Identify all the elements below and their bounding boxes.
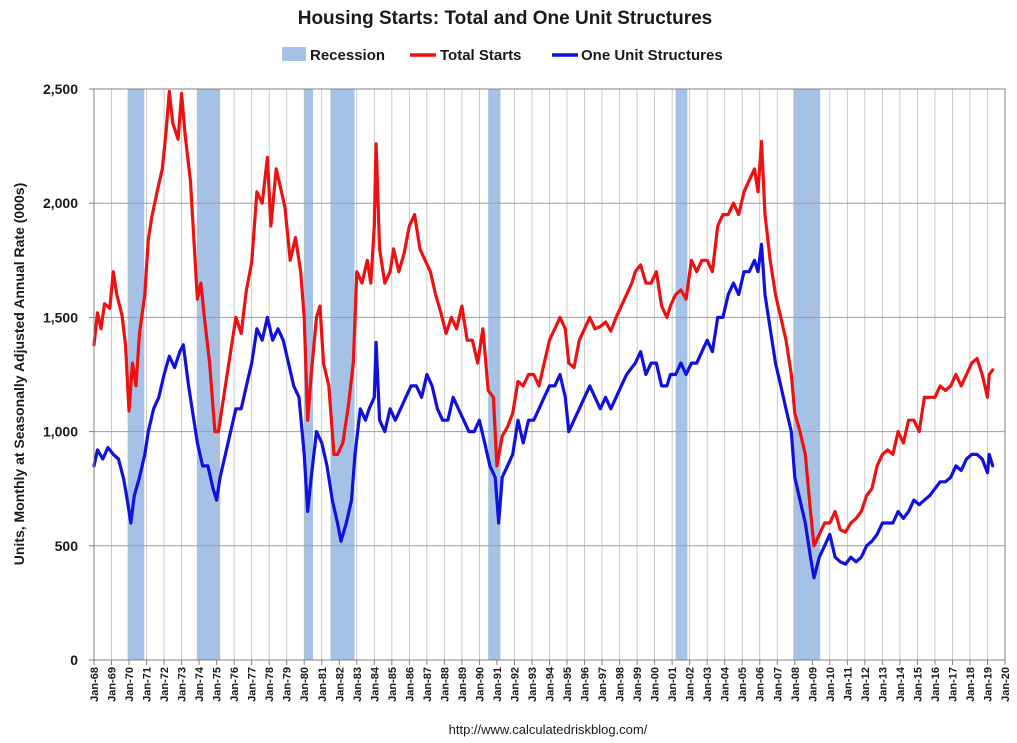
x-tick-label: Jan-93 [527, 667, 539, 702]
x-tick-label: Jan-91 [492, 667, 504, 702]
x-tick-label: Jan-20 [1000, 667, 1012, 702]
x-tick-label: Jan-08 [790, 667, 802, 702]
x-tick-label: Jan-07 [772, 667, 784, 702]
x-tick-label: Jan-87 [422, 667, 434, 702]
legend-recession-swatch [282, 47, 306, 61]
legend-recession-label: Recession [310, 47, 385, 64]
x-tick-label: Jan-79 [282, 667, 294, 702]
y-tick-label: 2,000 [43, 195, 78, 211]
x-tick-label: Jan-00 [650, 667, 662, 702]
x-tick-label: Jan-89 [457, 667, 469, 702]
recession-band [196, 89, 221, 660]
x-tick-label: Jan-75 [212, 667, 224, 702]
x-tick-label: Jan-98 [615, 667, 627, 702]
x-tick-label: Jan-80 [299, 667, 311, 702]
source-credit: http://www.calculatedriskblog.com/ [449, 722, 648, 737]
x-tick-label: Jan-90 [474, 667, 486, 702]
x-tick-label: Jan-76 [229, 667, 241, 702]
x-tick-label: Jan-01 [667, 667, 679, 702]
x-tick-label: Jan-97 [597, 667, 609, 702]
x-tick-label: Jan-12 [860, 667, 872, 702]
x-tick-label: Jan-15 [912, 667, 924, 702]
x-tick-label: Jan-68 [89, 667, 101, 702]
x-tick-label: Jan-09 [807, 667, 819, 702]
x-tick-label: Jan-81 [317, 667, 329, 702]
y-axis-label: Units, Monthly at Seasonally Adjusted An… [11, 183, 27, 565]
x-tick-label: Jan-19 [983, 667, 995, 702]
x-tick-label: Jan-03 [702, 667, 714, 702]
x-axis-ticks: Jan-68 Jan-69 Jan-70 Jan-71 Jan-72 Jan-73 Jan-… [89, 660, 1012, 702]
y-tick-label: 500 [55, 538, 79, 554]
x-tick-label: Jan-83 [352, 667, 364, 702]
recession-band [675, 89, 688, 660]
y-tick-label: 0 [70, 652, 78, 668]
x-tick-label: Jan-13 [877, 667, 889, 702]
x-tick-label: Jan-73 [177, 667, 189, 702]
x-tick-label: Jan-85 [387, 667, 399, 702]
x-tick-label: Jan-99 [632, 667, 644, 702]
x-tick-label: Jan-04 [720, 666, 732, 702]
x-tick-label: Jan-70 [124, 667, 136, 702]
x-tick-label: Jan-78 [264, 667, 276, 702]
recession-band [304, 89, 313, 660]
x-tick-label: Jan-02 [685, 667, 697, 702]
legend-one-unit-label: One Unit Structures [581, 47, 723, 64]
legend-total-starts-label: Total Starts [440, 47, 521, 64]
legend: Recession Total Starts One Unit Structur… [282, 47, 723, 64]
x-tick-label: Jan-16 [930, 667, 942, 702]
y-axis-ticks: 0 500 1,000 1,500 2,000 2,500 [43, 81, 94, 668]
y-tick-label: 2,500 [43, 81, 78, 97]
x-tick-label: Jan-69 [107, 667, 119, 702]
x-tick-label: Jan-05 [737, 667, 749, 702]
x-tick-label: Jan-74 [194, 666, 206, 702]
x-tick-label: Jan-92 [510, 667, 522, 702]
chart-title: Housing Starts: Total and One Unit Struc… [298, 8, 713, 29]
x-tick-label: Jan-82 [334, 667, 346, 702]
x-tick-label: Jan-10 [825, 667, 837, 702]
series-lines [92, 89, 995, 580]
one-unit-structures-line [92, 242, 995, 580]
x-tick-label: Jan-94 [545, 666, 557, 702]
x-tick-label: Jan-77 [247, 667, 259, 702]
x-tick-label: Jan-11 [842, 667, 854, 701]
x-tick-label: Jan-95 [562, 667, 574, 702]
x-tick-label: Jan-72 [159, 667, 171, 702]
x-tick-label: Jan-86 [404, 667, 416, 702]
x-tick-label: Jan-14 [895, 666, 907, 702]
x-tick-label: Jan-17 [947, 667, 959, 702]
x-tick-label: Jan-88 [439, 667, 451, 702]
x-tick-label: Jan-96 [580, 667, 592, 702]
x-tick-label: Jan-71 [142, 667, 154, 702]
recession-band [488, 89, 501, 660]
x-tick-label: Jan-18 [965, 667, 977, 702]
x-tick-label: Jan-84 [369, 666, 381, 702]
y-tick-label: 1,500 [43, 309, 78, 325]
total-starts-line [92, 89, 995, 548]
y-tick-label: 1,000 [43, 424, 78, 440]
x-tick-label: Jan-06 [755, 667, 767, 702]
